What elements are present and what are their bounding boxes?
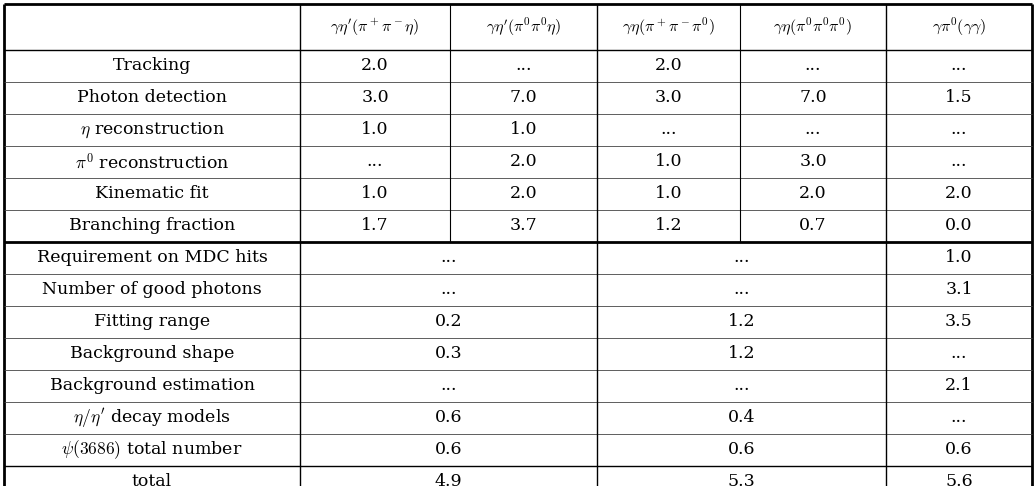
- Text: $\gamma\pi^0(\gamma\gamma)$: $\gamma\pi^0(\gamma\gamma)$: [931, 16, 986, 38]
- Text: ...: ...: [805, 122, 822, 139]
- Text: Tracking: Tracking: [113, 57, 192, 74]
- Text: Number of good photons: Number of good photons: [42, 281, 262, 298]
- Text: 0.2: 0.2: [435, 313, 462, 330]
- Text: ...: ...: [440, 249, 457, 266]
- Text: total: total: [132, 473, 172, 486]
- Text: $\pi^0$ reconstruction: $\pi^0$ reconstruction: [75, 152, 229, 172]
- Text: 1.0: 1.0: [655, 186, 683, 203]
- Text: Requirement on MDC hits: Requirement on MDC hits: [36, 249, 267, 266]
- Text: $\gamma\eta(\pi^+\pi^-\pi^0)$: $\gamma\eta(\pi^+\pi^-\pi^0)$: [622, 16, 715, 38]
- Text: 1.0: 1.0: [945, 249, 973, 266]
- Text: 5.6: 5.6: [945, 473, 973, 486]
- Text: 2.0: 2.0: [362, 57, 388, 74]
- Text: 1.0: 1.0: [362, 122, 388, 139]
- Text: 7.0: 7.0: [510, 89, 538, 106]
- Text: ...: ...: [440, 281, 457, 298]
- Text: ...: ...: [733, 281, 750, 298]
- Text: 0.7: 0.7: [799, 218, 827, 235]
- Text: Fitting range: Fitting range: [94, 313, 210, 330]
- Text: 0.4: 0.4: [727, 410, 755, 427]
- Text: Branching fraction: Branching fraction: [68, 218, 235, 235]
- Text: 2.0: 2.0: [510, 154, 538, 171]
- Text: ...: ...: [660, 122, 677, 139]
- Text: ...: ...: [805, 57, 822, 74]
- Text: 5.3: 5.3: [727, 473, 755, 486]
- Text: 2.0: 2.0: [799, 186, 827, 203]
- Text: 2.0: 2.0: [945, 186, 973, 203]
- Text: 0.3: 0.3: [435, 346, 462, 363]
- Text: 2.0: 2.0: [510, 186, 538, 203]
- Text: 3.0: 3.0: [362, 89, 388, 106]
- Text: 1.2: 1.2: [727, 313, 755, 330]
- Text: Background shape: Background shape: [69, 346, 234, 363]
- Text: ...: ...: [733, 249, 750, 266]
- Text: ...: ...: [440, 378, 457, 395]
- Text: 1.2: 1.2: [727, 346, 755, 363]
- Text: ...: ...: [951, 346, 968, 363]
- Text: $\psi(3686)$ total number: $\psi(3686)$ total number: [61, 439, 242, 461]
- Text: $\gamma\eta(\pi^0\pi^0\pi^0)$: $\gamma\eta(\pi^0\pi^0\pi^0)$: [774, 16, 853, 38]
- Text: 1.0: 1.0: [655, 154, 683, 171]
- Text: 3.0: 3.0: [799, 154, 827, 171]
- Text: 4.9: 4.9: [435, 473, 462, 486]
- Text: 0.6: 0.6: [435, 441, 462, 458]
- Text: ...: ...: [367, 154, 383, 171]
- Text: $\gamma\eta'(\pi^0\pi^0\eta)$: $\gamma\eta'(\pi^0\pi^0\eta)$: [486, 16, 562, 38]
- Text: $\eta$ reconstruction: $\eta$ reconstruction: [80, 120, 225, 140]
- Text: 3.1: 3.1: [945, 281, 973, 298]
- Text: Kinematic fit: Kinematic fit: [95, 186, 208, 203]
- Text: 7.0: 7.0: [799, 89, 827, 106]
- Text: ...: ...: [951, 57, 968, 74]
- Text: Photon detection: Photon detection: [77, 89, 227, 106]
- Text: 2.1: 2.1: [945, 378, 973, 395]
- Text: $\eta/\eta'$ decay models: $\eta/\eta'$ decay models: [74, 406, 231, 430]
- Text: ...: ...: [515, 57, 531, 74]
- Text: 1.2: 1.2: [655, 218, 683, 235]
- Text: 3.0: 3.0: [655, 89, 683, 106]
- Text: 3.5: 3.5: [945, 313, 973, 330]
- Text: ...: ...: [951, 410, 968, 427]
- Text: 0.6: 0.6: [435, 410, 462, 427]
- Text: 1.5: 1.5: [945, 89, 973, 106]
- Text: 1.0: 1.0: [510, 122, 538, 139]
- Text: ...: ...: [951, 154, 968, 171]
- Text: 1.0: 1.0: [362, 186, 388, 203]
- Text: ...: ...: [951, 122, 968, 139]
- Text: 0.0: 0.0: [945, 218, 973, 235]
- Text: 0.6: 0.6: [727, 441, 755, 458]
- Text: 1.7: 1.7: [362, 218, 388, 235]
- Text: $\gamma\eta'(\pi^+\pi^-\eta)$: $\gamma\eta'(\pi^+\pi^-\eta)$: [330, 17, 420, 37]
- Text: ...: ...: [733, 378, 750, 395]
- Text: 3.7: 3.7: [510, 218, 538, 235]
- Text: 0.6: 0.6: [945, 441, 973, 458]
- Text: Background estimation: Background estimation: [50, 378, 255, 395]
- Text: 2.0: 2.0: [655, 57, 683, 74]
